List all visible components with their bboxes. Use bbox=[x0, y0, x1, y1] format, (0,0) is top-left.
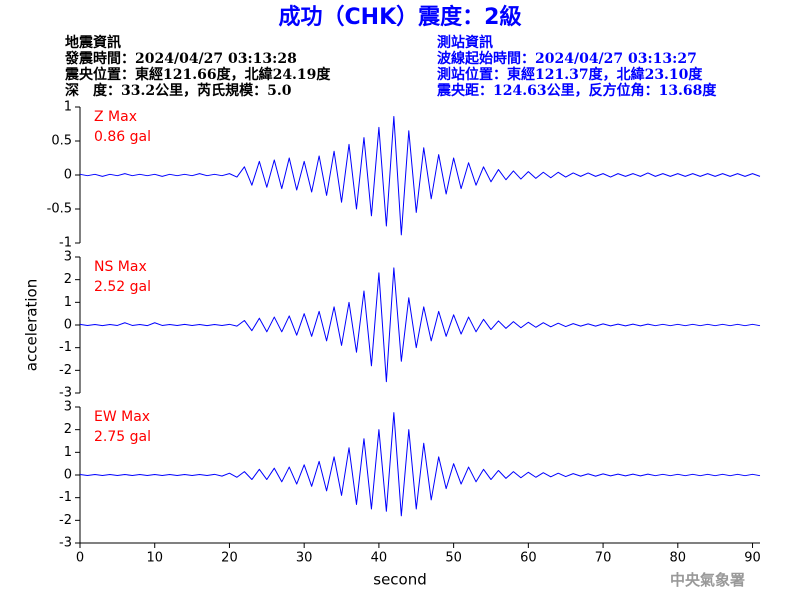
footer: 中央氣象署 bbox=[670, 571, 745, 589]
x-tick-label: 0 bbox=[76, 551, 84, 566]
x-tick-label: 50 bbox=[445, 551, 462, 566]
y-tick-label: -3 bbox=[59, 386, 72, 401]
y-tick-label: 1 bbox=[64, 445, 72, 460]
y-tick-label: 3 bbox=[64, 400, 72, 415]
y-tick-label: 2 bbox=[64, 422, 72, 437]
info-right: 震央距：124.63公里，反方位角：13.68度 bbox=[436, 82, 717, 99]
y-tick-label: -2 bbox=[59, 513, 72, 528]
y-axis-label: acceleration bbox=[23, 279, 41, 371]
info-left: 深 度：33.2公里，芮氏規模：5.0 bbox=[65, 82, 292, 99]
info-left: 地震資訊 bbox=[65, 34, 121, 51]
x-tick-label: 10 bbox=[146, 551, 163, 566]
x-tick-label: 40 bbox=[371, 551, 388, 566]
y-tick-label: 0 bbox=[64, 318, 72, 333]
y-tick-label: 3 bbox=[64, 250, 72, 265]
title: 成功（CHK）震度：2級 bbox=[279, 4, 522, 30]
x-tick-label: 70 bbox=[595, 551, 612, 566]
info-right: 測站資訊 bbox=[437, 34, 493, 51]
info-right: 測站位置：東經121.37度，北緯23.10度 bbox=[437, 66, 703, 83]
channel-label: NS Max bbox=[94, 259, 147, 275]
y-tick-label: 1 bbox=[64, 100, 72, 115]
y-tick-label: 2 bbox=[64, 272, 72, 287]
waveform bbox=[79, 116, 761, 236]
y-tick-label: -1 bbox=[59, 340, 72, 355]
x-tick-label: 30 bbox=[296, 551, 313, 566]
y-tick-label: -1 bbox=[59, 236, 72, 251]
x-tick-label: 90 bbox=[744, 551, 761, 566]
channel-label: Z Max bbox=[94, 109, 137, 125]
y-tick-label: -3 bbox=[59, 536, 72, 551]
x-tick-label: 80 bbox=[670, 551, 687, 566]
y-tick-label: 0 bbox=[64, 168, 72, 183]
info-right: 波線起始時間：2024/04/27 03:13:27 bbox=[437, 50, 697, 67]
y-tick-label: 0.5 bbox=[51, 134, 72, 149]
max-label: 2.75 gal bbox=[94, 429, 151, 445]
channel-label: EW Max bbox=[94, 409, 150, 425]
y-tick-label: 0 bbox=[64, 468, 72, 483]
y-tick-label: -2 bbox=[59, 363, 72, 378]
x-tick-label: 60 bbox=[520, 551, 537, 566]
info-left: 震央位置：東經121.66度，北緯24.19度 bbox=[64, 66, 331, 83]
y-tick-label: -1 bbox=[59, 490, 72, 505]
max-label: 0.86 gal bbox=[94, 129, 151, 145]
y-tick-label: -0.5 bbox=[47, 202, 72, 217]
x-axis-label: second bbox=[373, 571, 427, 589]
waveform bbox=[79, 267, 761, 383]
info-left: 發震時間：2024/04/27 03:13:28 bbox=[64, 50, 297, 67]
max-label: 2.52 gal bbox=[94, 279, 151, 295]
x-tick-label: 20 bbox=[221, 551, 238, 566]
waveform bbox=[79, 412, 761, 517]
y-tick-label: 1 bbox=[64, 295, 72, 310]
